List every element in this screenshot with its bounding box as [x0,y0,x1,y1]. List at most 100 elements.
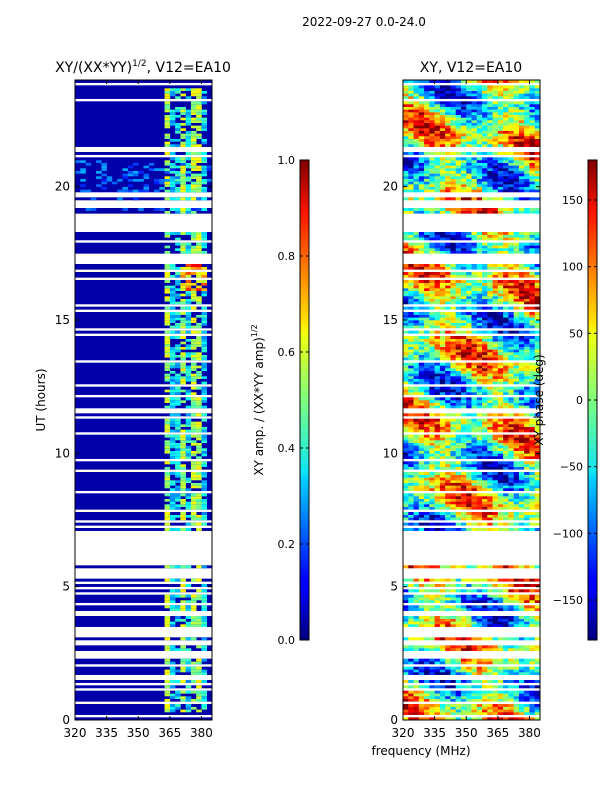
phase-cell [439,189,446,193]
phase-cell [471,578,478,582]
phase-cell [439,373,446,377]
amp-row [75,514,212,518]
phase-cell [487,658,493,662]
phase-cell [413,680,420,683]
phase-cell [476,197,483,201]
phase-cell [460,349,467,353]
phase-cell [418,373,425,377]
phase-cell [503,696,509,699]
phase-cell [497,184,504,187]
amp-row [75,616,212,619]
phase-cell [466,293,472,297]
phase-cell [482,608,488,611]
phase-cell [455,696,462,699]
phase-cell [408,138,414,142]
amp-cell [180,429,186,433]
amp-cell [180,301,186,305]
amp-cell [201,346,208,350]
amp-cell [185,138,192,142]
amp-row [75,288,212,291]
phase-cell [434,293,441,297]
phase-cell [492,242,499,246]
phase-cell [418,232,425,235]
amp-cell [169,157,176,161]
phase-cell [408,197,414,201]
phase-cell [529,354,536,358]
phase-cell [450,168,456,171]
amp-cell [180,448,186,451]
amp-cell [190,144,197,147]
amp-cell [175,176,181,179]
phase-cell [408,472,414,475]
phase-cell [503,368,509,371]
phase-cell [508,368,514,371]
phase-cell [534,464,540,467]
amp-cell [201,517,208,521]
phase-cell [466,168,472,171]
phase-cell [445,696,451,699]
amp-cell [143,184,150,187]
phase-cell [445,624,451,627]
phase-cell [439,242,446,246]
phase-cell [450,485,456,489]
phase-cell [471,669,478,673]
phase-cell [508,496,514,499]
phase-cell [508,357,514,361]
phase-cell [429,208,435,211]
phase-cell [403,376,409,379]
phase-cell [403,170,409,174]
amp-cell [190,637,197,641]
phase-cell [476,280,483,283]
phase-cell [418,464,425,467]
phase-cell [460,152,467,155]
left-xtick-label: 320 [64,726,87,740]
amp-cell [201,290,208,294]
phase-cell [413,698,420,702]
phase-cell [413,405,420,409]
phase-cell [418,669,425,673]
amp-cell [180,325,186,329]
phase-cell [450,181,456,185]
amp-cell [169,413,176,417]
phase-cell [434,464,441,467]
phase-cell [418,637,425,641]
phase-cell [466,616,472,619]
phase-cell [429,658,435,662]
amp-cell [132,170,139,174]
phase-cell [497,461,504,465]
phase-cell [429,397,435,401]
phase-cell [487,288,493,291]
phase-cell [439,141,446,145]
phase-cell [424,474,430,478]
phase-cell [534,709,540,713]
amp-cell [180,346,186,350]
phase-cell [497,482,504,486]
amp-cell [169,456,176,459]
amp-cell [154,208,160,211]
phase-cell [418,162,425,166]
amp-cell [175,706,181,710]
phase-cell [471,421,478,425]
phase-cell [460,376,467,379]
phase-cell [471,600,478,603]
phase-cell [466,266,472,270]
phase-cell [466,621,472,625]
phase-cell [487,336,493,339]
amp-cell [169,312,176,315]
phase-cell [439,645,446,649]
phase-cell [529,698,536,702]
phase-cell [408,296,414,299]
amp-cell [164,693,171,697]
phase-cell [439,301,446,305]
phase-cell [466,605,472,609]
amp-row [75,712,212,715]
amp-cell [80,160,86,163]
phase-cell [445,133,451,137]
phase-cell [524,488,530,491]
phase-cell [445,152,451,155]
phase-cell [434,346,441,350]
phase-cell [529,381,536,385]
phase-cell [518,170,525,174]
phase-cell [497,349,504,353]
phase-cell [413,144,420,147]
